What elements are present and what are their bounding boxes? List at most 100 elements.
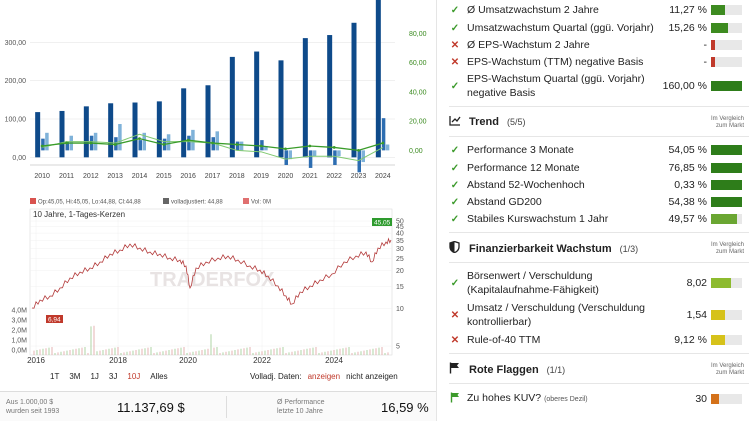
volume-hide-link[interactable]: nicht anzeigen (346, 372, 398, 381)
section-divider (449, 106, 749, 107)
growth-row-eps-2y: ✕ Ø EPS-Wachstum 2 Jahre - (437, 38, 750, 52)
x-tick: 2019 (253, 173, 269, 180)
eps-bar-secondary (385, 144, 390, 151)
legend-price: Op:45,05, Hi:45,05, Lo:44,88, Cl:44,88 (38, 200, 141, 206)
cross-icon: ✕ (450, 309, 460, 321)
section-divider (449, 232, 749, 233)
growth-label: Umsatzwachstum Quartal (ggü. Vorjahr) (467, 22, 654, 34)
growth-label: Ø Umsatzwachstum 2 Jahre (467, 4, 599, 16)
range-selector: 1T 3M 1J 3J 10J Alles (50, 372, 168, 381)
y-left-tick: 0,00 (12, 155, 26, 162)
finance-title: Finanzierbarkeit Wachstum (469, 242, 612, 255)
current-price-label: 45,05 (374, 220, 391, 227)
trend-row-stable-growth: ✓ Stabiles Kurswachstum 1 Jahr 49,57 % (437, 212, 750, 226)
revenue-bar (59, 110, 65, 158)
finance-label: Börsenwert / Verschuldung (Kapitalaufnahm… (467, 269, 667, 297)
trend-value: 0,33 % (674, 179, 707, 191)
revenue-bar (254, 51, 260, 158)
eps-bar-secondary (215, 131, 219, 151)
price-tick: 15 (396, 284, 404, 291)
market-compare-bar (711, 40, 742, 50)
y-right-tick: 0,00 (409, 148, 423, 155)
revenue-bar (205, 85, 211, 158)
compare-line-2: zum Markt (715, 123, 744, 129)
finance-label-line-2: (Kapitalaufnahme-Fähigkeit) (467, 284, 599, 296)
trend-section-header[interactable]: Trend (5/5) (449, 115, 525, 129)
volume-tick: 0,0M (11, 348, 27, 355)
flag-icon (449, 362, 461, 377)
price-line (31, 237, 392, 309)
market-compare-bar (711, 214, 742, 224)
market-compare-bar (711, 163, 742, 173)
growth-point (381, 141, 385, 145)
price-tick: 45 (396, 224, 404, 231)
range-3m[interactable]: 3M (69, 372, 81, 381)
x-tick: 2012 (83, 173, 99, 180)
trend-row-perf-12m: ✓ Performance 12 Monate 76,85 % (437, 161, 750, 175)
growth-point (162, 143, 166, 146)
trend-label: Abstand GD200 (467, 196, 542, 208)
range-10j[interactable]: 10J (127, 372, 141, 381)
range-3j[interactable]: 3J (108, 372, 118, 381)
growth-label-line-1: EPS-Wachstum Quartal (ggü. Vorjahr) (467, 73, 645, 85)
perf-value: 16,59 % (381, 400, 429, 415)
chart-watermark: TRADERFOX (150, 269, 275, 291)
legend-swatch-adjusted (163, 198, 169, 204)
eps-bar-secondary (312, 150, 317, 157)
eps-bar-secondary (288, 150, 292, 160)
range-alles[interactable]: Alles (150, 372, 168, 381)
legend-adjusted: volladjustiert: 44,88 (171, 200, 223, 206)
trend-row-52w-high: ✓ Abstand 52-Wochenhoch 0,33 % (437, 178, 750, 192)
invest-caption-line-2: wurden seit 1993 (6, 408, 60, 415)
invest-caption: Aus 1.000,00 $ wurden seit 1993 (6, 398, 59, 416)
eps-bar-secondary (166, 134, 171, 151)
growth-value: - (703, 56, 708, 68)
eps-bar-secondary (337, 150, 341, 157)
range-1j[interactable]: 1J (90, 372, 99, 381)
market-compare-fill (711, 81, 742, 91)
perf-caption-line-2: letzte 10 Jahre (277, 408, 323, 415)
low-price-badge (46, 315, 63, 323)
check-icon: ✓ (450, 196, 460, 208)
x-tick: 2018 (229, 173, 245, 180)
growth-value: 160,00 % (662, 80, 707, 92)
range-1t[interactable]: 1T (50, 372, 60, 381)
volume-show-link[interactable]: anzeigen (307, 372, 341, 381)
finance-label-line-1: Umsatz / Verschuldung (Verschuldung (467, 302, 646, 314)
x-tick: 2022 (326, 173, 342, 180)
market-compare-bar (711, 81, 742, 91)
growth-point (332, 146, 336, 149)
trend-value: 54,38 % (668, 196, 707, 208)
price-chart[interactable]: TRADERFOX Op:45,05, Hi:45,05, Lo:44,88, … (0, 196, 430, 374)
eps-bar-secondary (118, 124, 122, 151)
growth-point (65, 141, 68, 145)
legend-swatch-volume (243, 198, 249, 204)
finance-compare-label: Im Vergleich zum Markt (711, 242, 744, 256)
eps-bar (381, 118, 386, 151)
eps-bar (138, 140, 142, 151)
check-icon: ✓ (450, 80, 460, 92)
x-tick: 2017 (205, 173, 221, 180)
revenue-bar (156, 101, 162, 158)
chart-legend: Op:45,05, Hi:45,05, Lo:44,88, Cl:44,88 v… (30, 198, 271, 206)
finance-value: 9,12 % (674, 334, 707, 346)
trend-label: Stabiles Kurswachstum 1 Jahr (467, 213, 609, 225)
cross-icon: ✕ (450, 39, 460, 51)
year-tick: 2018 (109, 356, 127, 365)
eps-bar-secondary (239, 141, 244, 151)
finance-count: (1/3) (619, 243, 639, 254)
compare-line-1: Im Vergleich (710, 116, 744, 122)
flags-section-header[interactable]: Rote Flaggen (1/1) (449, 362, 565, 377)
eps-bar-secondary (45, 132, 49, 151)
growth-point (138, 137, 141, 141)
growth-row-eps-ttm: ✕ EPS-Wachstum (TTM) negative Basis - (437, 55, 750, 69)
y-right-tick: 20,00 (409, 119, 427, 126)
finance-section-header[interactable]: Finanzierbarkeit Wachstum (1/3) (449, 240, 639, 256)
finance-value: 8,02 (686, 277, 707, 289)
trend-value: 76,85 % (668, 162, 707, 174)
market-compare-fill (711, 163, 742, 173)
revenue-bar (351, 22, 357, 158)
revenue-bar (278, 60, 284, 158)
volume-bars (33, 325, 389, 355)
finance-row-debt-capacity: ✓ Börsenwert / Verschuldung (Kapitalaufna… (437, 269, 750, 297)
